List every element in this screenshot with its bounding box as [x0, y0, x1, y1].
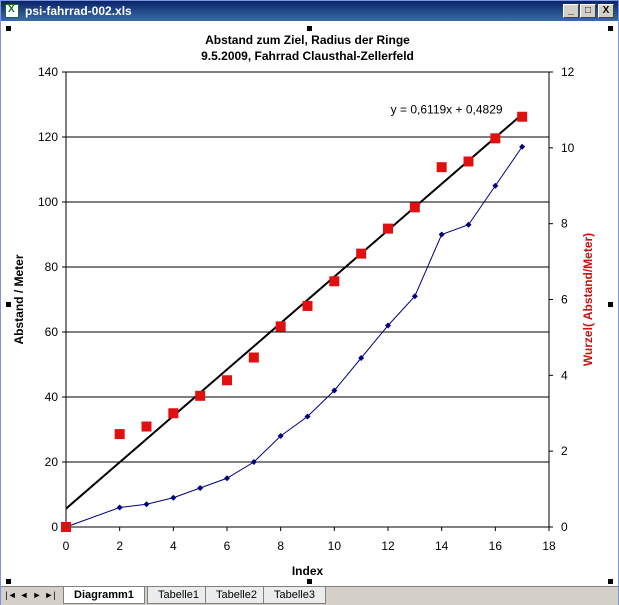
trendline: [65, 113, 523, 510]
selection-handle[interactable]: [307, 26, 312, 31]
series1-point: [304, 413, 311, 420]
y-tick-label: 0: [51, 520, 58, 534]
series1-point: [277, 433, 284, 439]
y2-tick-label: 0: [561, 520, 568, 534]
y-tick-label: 120: [38, 130, 58, 144]
y-tick-label: 40: [45, 390, 59, 404]
x-tick-label: 8: [277, 539, 284, 553]
y-tick-label: 80: [45, 260, 59, 274]
title-bar[interactable]: psi-fahrrad-002.xls _ □ X: [1, 1, 618, 21]
series1-point: [116, 504, 123, 511]
series2-point: [356, 248, 367, 259]
y-tick-label: 100: [38, 195, 58, 209]
selection-handle[interactable]: [608, 26, 613, 31]
x-tick-label: 18: [542, 539, 556, 553]
x-tick-label: 4: [170, 539, 177, 553]
series2-point: [195, 390, 206, 401]
selection-handle[interactable]: [307, 579, 312, 584]
first-sheet-button[interactable]: |◄: [5, 590, 17, 600]
chart-title: Abstand zum Ziel, Radius der Ringe: [205, 33, 410, 47]
chart-svg: Abstand zum Ziel, Radius der Ringe 9.5.20…: [12, 33, 595, 578]
previous-sheet-button[interactable]: ◄: [19, 590, 29, 600]
selection-handle[interactable]: [6, 302, 11, 307]
y-tick-label: 140: [38, 65, 58, 79]
tab-diagramm1[interactable]: Diagramm1: [63, 587, 145, 604]
x-tick-label: 0: [63, 539, 70, 553]
series1-point: [197, 485, 204, 491]
selection-handle[interactable]: [6, 579, 11, 584]
series2-point: [517, 111, 528, 122]
series1-point: [385, 322, 391, 329]
series2-point: [463, 156, 474, 167]
y2-tick-label: 4: [561, 368, 568, 382]
x-tick-label: 14: [435, 539, 449, 553]
y2-tick-label: 10: [561, 141, 575, 155]
close-button[interactable]: X: [598, 4, 614, 18]
series1-point: [331, 387, 338, 394]
series2-point: [409, 202, 420, 213]
series1-point: [492, 182, 499, 189]
series1-point: [143, 501, 150, 508]
chart-subtitle: 9.5.2009, Fahrrad Clausthal-Zellerfeld: [201, 49, 414, 63]
series2-point: [168, 408, 179, 419]
y2-tick-label: 2: [561, 444, 568, 458]
series2-point: [490, 133, 501, 144]
series1-point: [250, 459, 257, 465]
x-tick-label: 6: [224, 539, 231, 553]
x-tick-label: 12: [381, 539, 395, 553]
tab-tabelle1[interactable]: Tabelle1: [147, 587, 210, 604]
x-tick-label: 2: [116, 539, 123, 553]
excel-document-icon[interactable]: [5, 4, 19, 18]
series2-point: [436, 162, 447, 173]
x-axis-label: Index: [292, 564, 324, 578]
tab-tabelle3[interactable]: Tabelle3: [263, 587, 326, 604]
series1-point: [224, 475, 230, 482]
series1-point: [358, 355, 365, 361]
last-sheet-button[interactable]: ►|: [44, 590, 56, 600]
selection-handle[interactable]: [6, 26, 11, 31]
selection-handle[interactable]: [608, 302, 613, 307]
y-tick-label: 60: [45, 325, 59, 339]
y2-tick-label: 12: [561, 65, 575, 79]
series1-point: [170, 494, 177, 501]
next-sheet-button[interactable]: ►: [32, 590, 42, 600]
tab-tabelle2[interactable]: Tabelle2: [205, 587, 268, 604]
series1-point: [465, 221, 472, 228]
series1-point: [519, 143, 526, 150]
window-title: psi-fahrrad-002.xls: [25, 4, 132, 18]
maximize-button[interactable]: □: [580, 4, 596, 18]
series2-point: [383, 223, 393, 234]
x-tick-label: 16: [489, 539, 503, 553]
chart-area[interactable]: Abstand zum Ziel, Radius der Ringe 9.5.20…: [3, 23, 616, 585]
series1-point: [438, 231, 445, 238]
series2-point: [248, 352, 259, 363]
y2-axis-label: Wurzel( Abstand/Meter): [581, 233, 595, 366]
series2-point: [61, 522, 71, 532]
selection-handle[interactable]: [608, 579, 613, 584]
minimize-button[interactable]: _: [563, 4, 579, 18]
y-axis-label: Abstand / Meter: [12, 254, 26, 344]
y2-tick-label: 8: [561, 217, 568, 231]
x-tick-label: 10: [328, 539, 342, 553]
series2-point: [114, 429, 125, 440]
series1-point: [411, 293, 418, 300]
series1-line: [65, 146, 523, 528]
y2-tick-label: 6: [561, 293, 568, 307]
series2-point: [302, 300, 313, 311]
series2-point: [141, 421, 152, 432]
sheet-tab-bar: |◄ ◄ ► ►| Diagramm1 Tabelle1 Tabelle2 Ta…: [1, 586, 618, 605]
y-tick-label: 20: [45, 455, 59, 469]
trendline-equation: y = 0,6119x + 0,4829: [391, 103, 503, 117]
series2-point: [329, 276, 340, 287]
series2-point: [222, 375, 232, 386]
series2-point: [275, 321, 286, 332]
